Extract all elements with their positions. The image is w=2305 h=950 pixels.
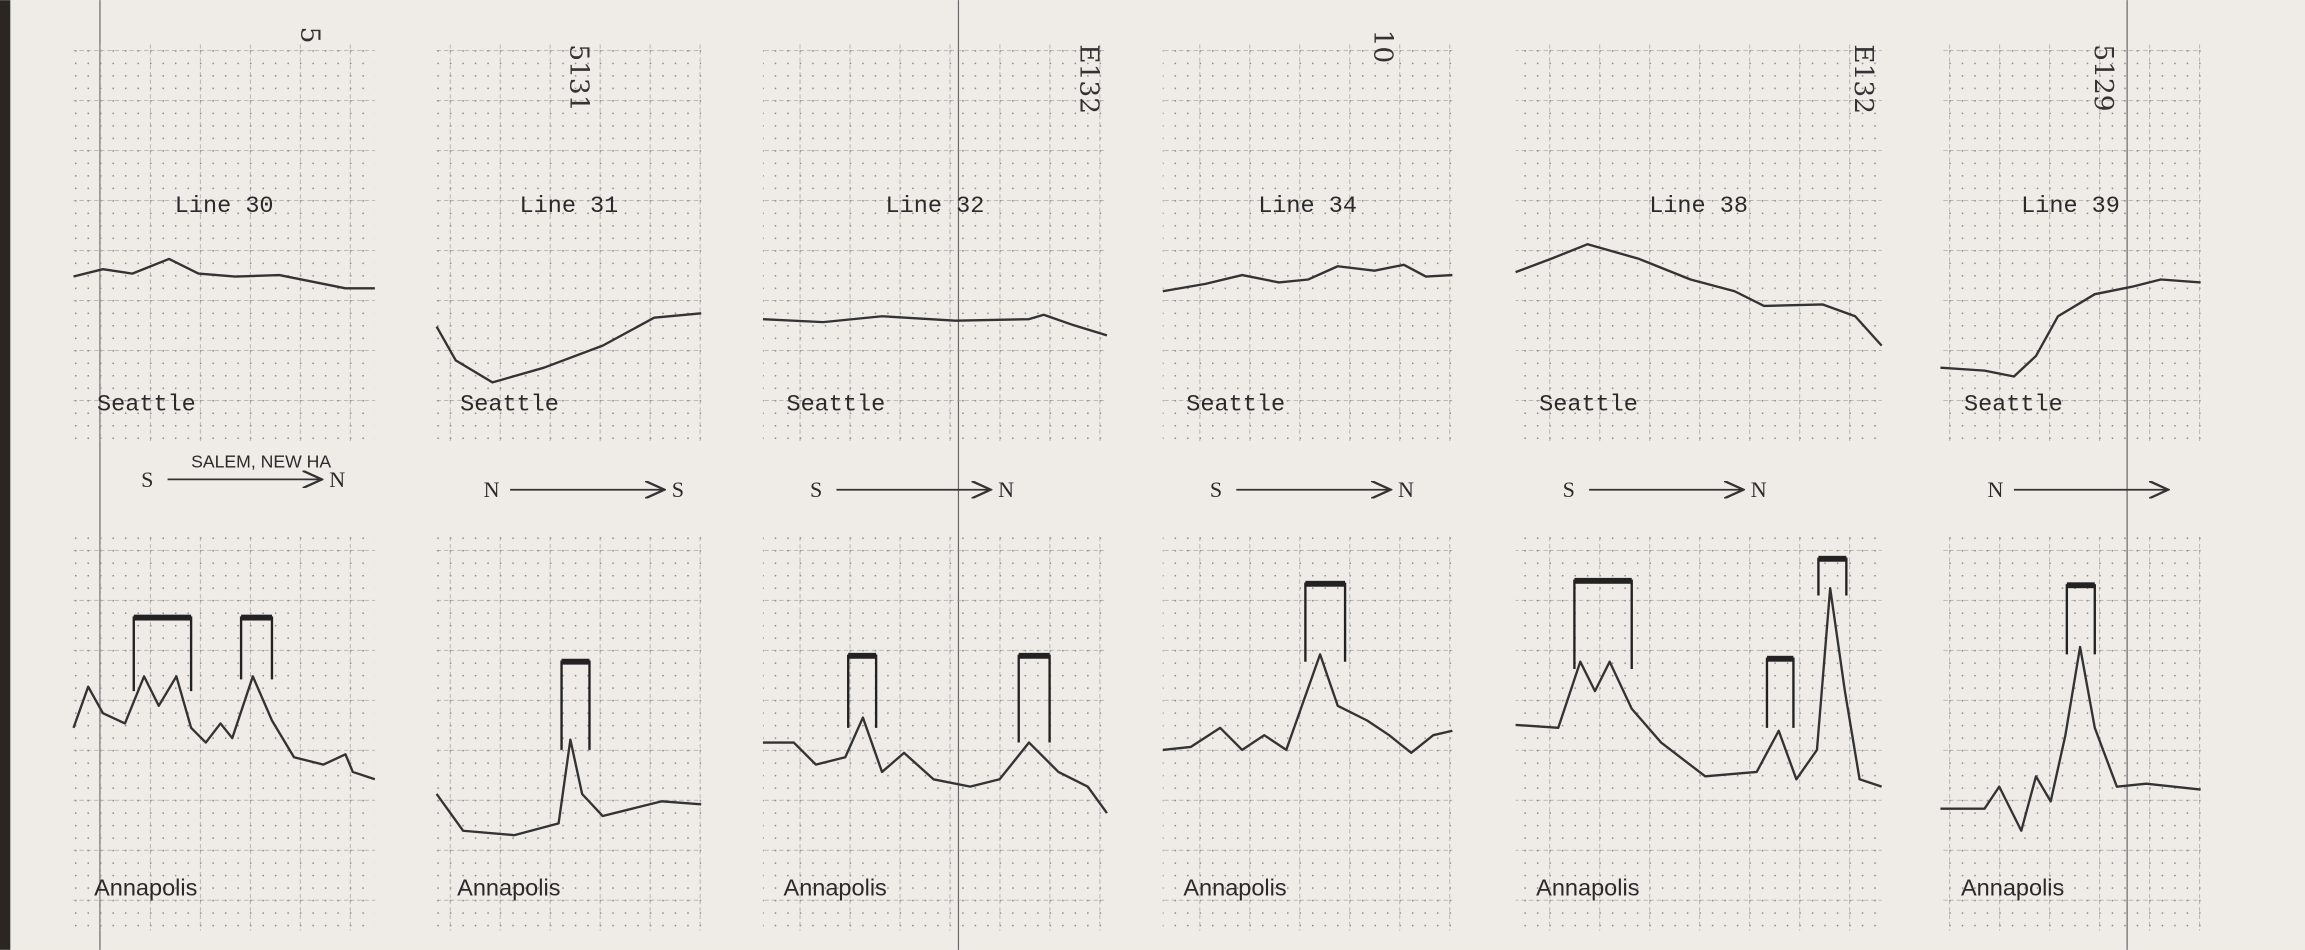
handwritten-note: 10 [1367, 30, 1398, 64]
panel-title: Line 32 [886, 193, 985, 220]
grid-major [763, 537, 1107, 931]
panel-title: Line 38 [1649, 193, 1748, 220]
bottom-label: Annapolis [1183, 874, 1286, 900]
direction-from: S [1563, 477, 1575, 502]
marker-bar [2067, 582, 2095, 588]
grid-major [1516, 44, 1882, 441]
bottom-label: Annapolis [94, 874, 197, 900]
handwritten-note: E132 [1848, 44, 1879, 114]
direction-from: N [484, 477, 500, 502]
bottom-label: Annapolis [1536, 874, 1639, 900]
direction-to: N [329, 467, 345, 492]
marker-bar [1305, 581, 1345, 587]
marker-bar [1767, 656, 1793, 662]
panel-title: Line 31 [520, 193, 619, 220]
bottom-label: Annapolis [457, 874, 560, 900]
handwritten-note: 5129 [2088, 44, 2119, 111]
scan-edge [0, 0, 10, 950]
grid-major [437, 537, 702, 931]
grid-major [74, 44, 375, 441]
handwritten-note: E132 [1073, 44, 1104, 114]
caption: SALEM, NEW HA [191, 452, 331, 472]
direction-from: S [810, 477, 822, 502]
top-label: Seattle [1964, 391, 2063, 418]
marker-bar [1019, 653, 1050, 659]
direction-from: N [1987, 477, 2003, 502]
direction-to: N [998, 477, 1014, 502]
top-label: Seattle [460, 391, 559, 418]
marker-bar [562, 659, 590, 665]
grid-major [1163, 44, 1453, 441]
marker-bar [848, 653, 876, 659]
grid-major [1940, 537, 2200, 931]
grid-major [763, 44, 1107, 441]
handwritten-note: 5131 [563, 44, 594, 111]
grid-major [1163, 537, 1453, 931]
grid-major [74, 537, 375, 931]
top-label: Seattle [1186, 391, 1285, 418]
bottom-label: Annapolis [1961, 874, 2064, 900]
handwritten-note: 5 [294, 27, 325, 44]
grid-major [1940, 44, 2200, 441]
grid-major [1516, 537, 1882, 931]
panel-title: Line 30 [175, 193, 274, 220]
panel-title: Line 34 [1258, 193, 1357, 220]
marker-bar [134, 615, 191, 621]
direction-to: S [672, 477, 684, 502]
direction-to: N [1751, 477, 1767, 502]
document: SALEM, NEW HA Line 30 Seattle Annapolis S N 5… [0, 0, 2305, 950]
top-label: Seattle [786, 391, 885, 418]
top-label: Seattle [1539, 391, 1638, 418]
marker-bar [1574, 578, 1631, 584]
marker-bar [1818, 556, 1846, 562]
direction-from: S [141, 467, 153, 492]
marker-bar [241, 615, 272, 621]
bottom-label: Annapolis [784, 874, 887, 900]
direction-from: S [1210, 477, 1222, 502]
panel-title: Line 39 [2021, 193, 2120, 220]
direction-to: N [1398, 477, 1414, 502]
top-label: Seattle [97, 391, 196, 418]
